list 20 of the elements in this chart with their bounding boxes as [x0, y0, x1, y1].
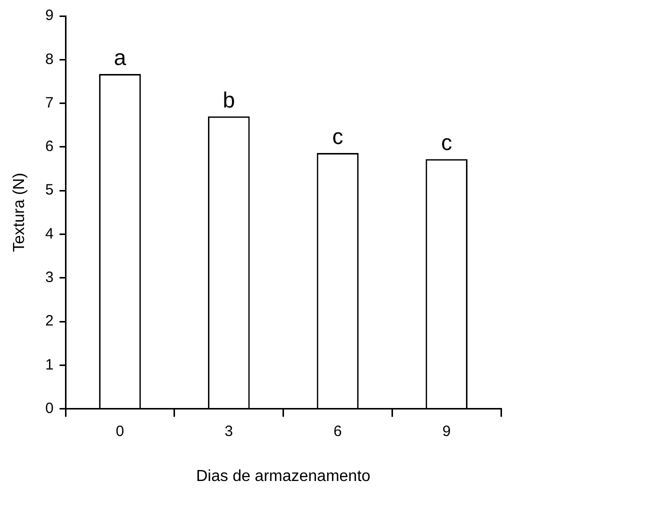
- y-tick-label: 8: [45, 50, 54, 68]
- annotation: c: [332, 124, 344, 150]
- x-tick-label: 0: [116, 422, 124, 440]
- x-tick-label: 6: [334, 422, 342, 440]
- y-tick-label: 6: [45, 138, 54, 156]
- y-axis-title: Textura (N): [11, 172, 28, 252]
- annotation: a: [114, 45, 127, 70]
- annotation: b: [222, 87, 235, 112]
- y-tick-label: 2: [45, 312, 54, 330]
- y-tick-label: 7: [45, 94, 54, 112]
- x-tick-label: 9: [442, 422, 451, 440]
- y-tick-label: 4: [45, 225, 54, 242]
- x-tick-label: 3: [224, 422, 234, 440]
- y-tick-label: 0: [45, 400, 54, 417]
- y-tick-label: 3: [45, 269, 54, 286]
- y-tick-label: 1: [45, 356, 54, 374]
- x-axis-title: Dias de armazenamento: [196, 468, 371, 485]
- y-tick-label: 5: [45, 182, 54, 199]
- annotation: c: [441, 130, 452, 156]
- y-tick-label: 9: [45, 7, 54, 24]
